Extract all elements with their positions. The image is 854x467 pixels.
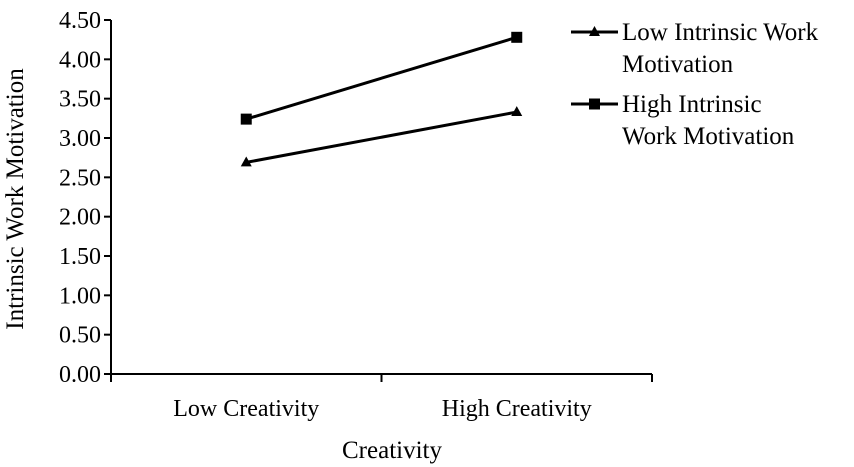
series-line <box>245 35 518 121</box>
series-layer <box>240 31 523 167</box>
y-axis: 0.00 0.50 1.00 1.50 2.00 2.50 3.00 3.50 4.00 4.50 <box>59 8 112 388</box>
y-tick-label: 1.00 <box>59 283 101 309</box>
y-axis-title: Intrinsic Work Motivation <box>2 68 29 330</box>
legend-marker-triangle <box>589 26 600 36</box>
y-tick-label: 4.50 <box>59 8 101 34</box>
y-tick-label: 0.00 <box>59 362 101 388</box>
x-axis-title: Creativity <box>342 437 442 464</box>
legend-item: Low Intrinsic Work Motivation <box>571 19 819 78</box>
x-axis: Low Creativity High Creativity <box>110 373 653 422</box>
series-line <box>245 110 518 164</box>
series-high-intrinsic-work-motivation <box>240 31 523 125</box>
y-tick-label: 1.50 <box>59 244 101 270</box>
data-point-triangle <box>240 156 252 167</box>
legend-label: Low Intrinsic Work <box>622 19 819 46</box>
y-tick-label: 2.50 <box>59 165 101 191</box>
y-tick-label: 2.00 <box>59 205 101 231</box>
y-tick-label: 0.50 <box>59 323 101 349</box>
y-tick-label: 4.00 <box>59 47 101 73</box>
x-tick-label: Low Creativity <box>173 396 319 422</box>
legend: Low Intrinsic Work Motivation High Intrins… <box>571 19 819 150</box>
x-tick-label: High Creativity <box>442 396 592 422</box>
y-tick-label: 3.00 <box>59 126 101 152</box>
data-point-square <box>240 113 252 125</box>
legend-item: High Intrinsic Work Motivation <box>571 91 795 150</box>
legend-label: Work Motivation <box>622 123 795 150</box>
legend-label: High Intrinsic <box>622 91 762 118</box>
y-tick-label: 3.50 <box>59 87 101 113</box>
legend-label: Motivation <box>622 51 734 78</box>
data-point-triangle <box>511 106 523 116</box>
series-low-intrinsic-work-motivation <box>240 106 523 167</box>
data-point-square <box>511 31 523 43</box>
legend-marker-square <box>589 98 600 110</box>
